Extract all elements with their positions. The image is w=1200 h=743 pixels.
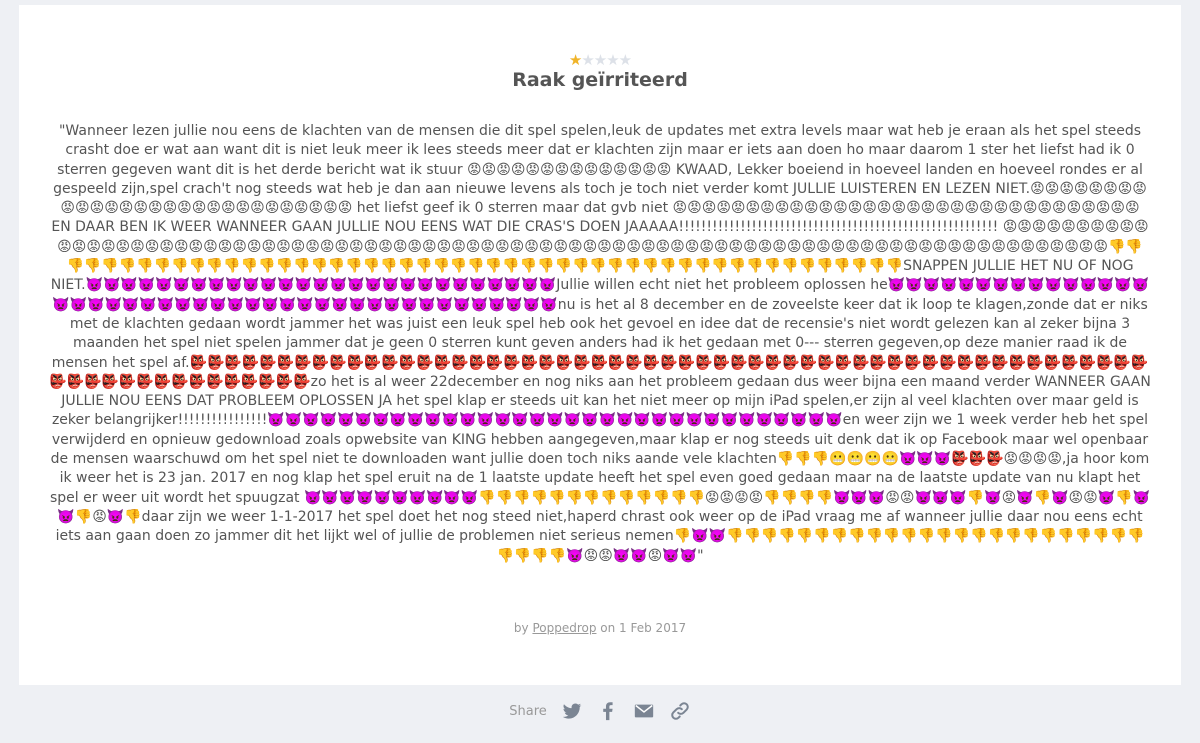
- link-icon[interactable]: [669, 700, 691, 722]
- twitter-icon[interactable]: [561, 700, 583, 722]
- byline: by Poppedrop on 1 Feb 2017: [19, 621, 1181, 635]
- share-label: Share: [509, 703, 547, 719]
- by-label: by: [513, 621, 529, 635]
- star-empty: ★: [581, 51, 594, 69]
- star-empty: ★: [618, 51, 632, 69]
- share-bar: Share: [0, 700, 1200, 722]
- star-empty: ★: [606, 51, 619, 69]
- author-link[interactable]: Poppedrop: [532, 621, 597, 635]
- star-empty: ★: [593, 51, 607, 69]
- review-title: Raak geïrriteerd: [512, 69, 688, 91]
- facebook-icon[interactable]: [597, 700, 619, 722]
- star-rating: ★★★★★: [19, 51, 1181, 69]
- review-body: "Wanneer lezen jullie nou eens de klacht…: [49, 123, 1151, 564]
- star-filled: ★: [568, 51, 582, 69]
- review-card: ★★★★★ Raak geïrriteerd "Wanneer lezen ju…: [19, 5, 1181, 685]
- review-date: on 1 Feb 2017: [600, 621, 687, 635]
- email-icon[interactable]: [633, 700, 655, 722]
